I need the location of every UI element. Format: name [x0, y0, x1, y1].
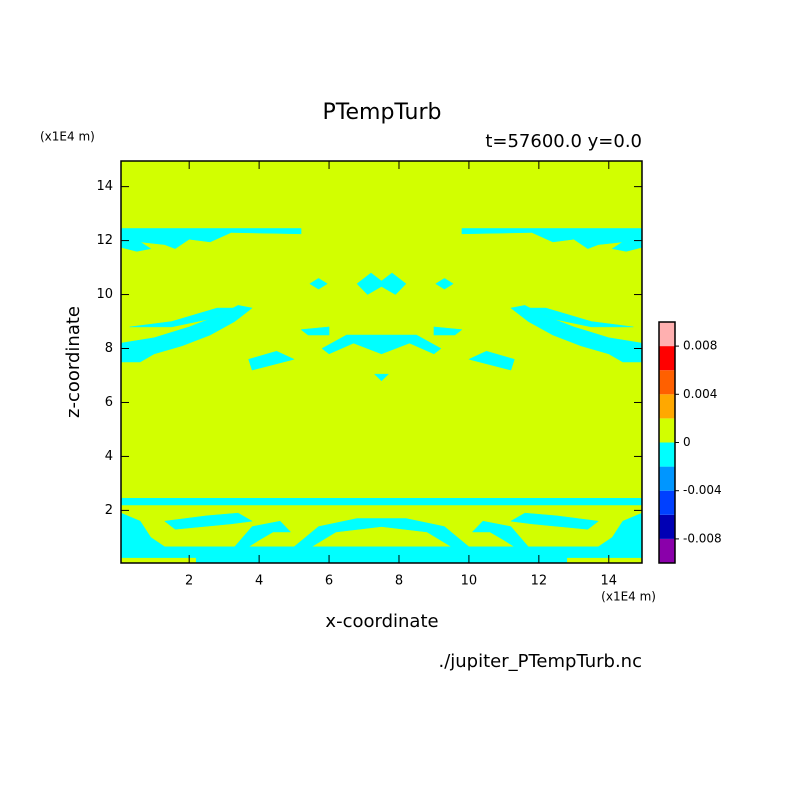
colorbar-swatch [659, 322, 675, 347]
chart-subtitle: t=57600.0 y=0.0 [485, 131, 642, 152]
colorbar-swatch [659, 394, 675, 419]
colorbar-swatch [659, 418, 675, 443]
contour-region [195, 557, 568, 564]
contour-region [468, 350, 515, 371]
colorbar-swatch [659, 538, 675, 563]
contour-region [321, 334, 442, 355]
y-tick-label: 14 [96, 179, 113, 194]
x-tick-label: 14 [601, 574, 618, 589]
contour-region [164, 512, 253, 530]
y-unit: (x1E4 m) [40, 130, 95, 144]
contour-region [510, 512, 599, 530]
colorbar-tick-label: -0.004 [683, 483, 722, 497]
colorbar: -0.008 -0.004 0 0.004 0.008 [658, 321, 722, 564]
contour-region [510, 305, 643, 363]
x-axis-label: x-coordinate [325, 611, 438, 632]
x-tick-label: 2 [185, 574, 193, 589]
x-tick-label: 6 [325, 574, 333, 589]
contour-region [461, 228, 643, 252]
contour-region [300, 326, 330, 336]
chart-title: PTempTurb [323, 100, 442, 125]
contour-region [234, 520, 292, 548]
y-tick-label: 4 [105, 449, 113, 464]
contour-region [528, 307, 634, 328]
y-tick-label: 12 [96, 233, 113, 248]
colorbar-tick-label: 0.004 [683, 387, 717, 401]
colorbar-tick-label: -0.008 [683, 531, 722, 545]
colorbar-tick-label: 0 [683, 435, 691, 449]
contour-region [373, 373, 390, 382]
source-file: ./jupiter_PTempTurb.nc [438, 651, 642, 672]
x-tick-label: 12 [531, 574, 548, 589]
colorbar-swatch [659, 514, 675, 539]
contour-region [120, 228, 302, 252]
y-axis-label: z-coordinate [63, 306, 84, 418]
contour-region [471, 520, 529, 548]
x-tick-label: 8 [395, 574, 403, 589]
contour-region [433, 326, 463, 336]
y-tick-label: 2 [105, 503, 113, 518]
contour-region [129, 307, 235, 328]
contour-region [120, 546, 643, 558]
y-tick-label: 8 [105, 341, 113, 356]
colorbar-tick-label: 0.008 [683, 339, 717, 353]
colorbar-swatch [659, 490, 675, 515]
contour-region [120, 497, 643, 506]
plot-frame [120, 160, 643, 564]
contour-region [293, 518, 470, 548]
colorbar-swatch [659, 370, 675, 395]
contour-region [435, 278, 454, 290]
x-unit: (x1E4 m) [601, 590, 656, 604]
colorbar-swatch [659, 466, 675, 491]
x-tick-label: 10 [461, 574, 478, 589]
x-tick-label: 4 [255, 574, 263, 589]
contour-region [356, 272, 407, 295]
y-tick-label: 10 [96, 287, 113, 302]
colorbar-swatch [659, 442, 675, 467]
contour-region [120, 305, 253, 363]
colorbar-swatch [659, 346, 675, 371]
contour-region [248, 350, 295, 371]
plot-area: 2 4 6 8 10 12 14 2 4 6 8 10 12 14 [96, 160, 643, 589]
contour-region [309, 278, 328, 290]
y-tick-label: 6 [105, 395, 113, 410]
